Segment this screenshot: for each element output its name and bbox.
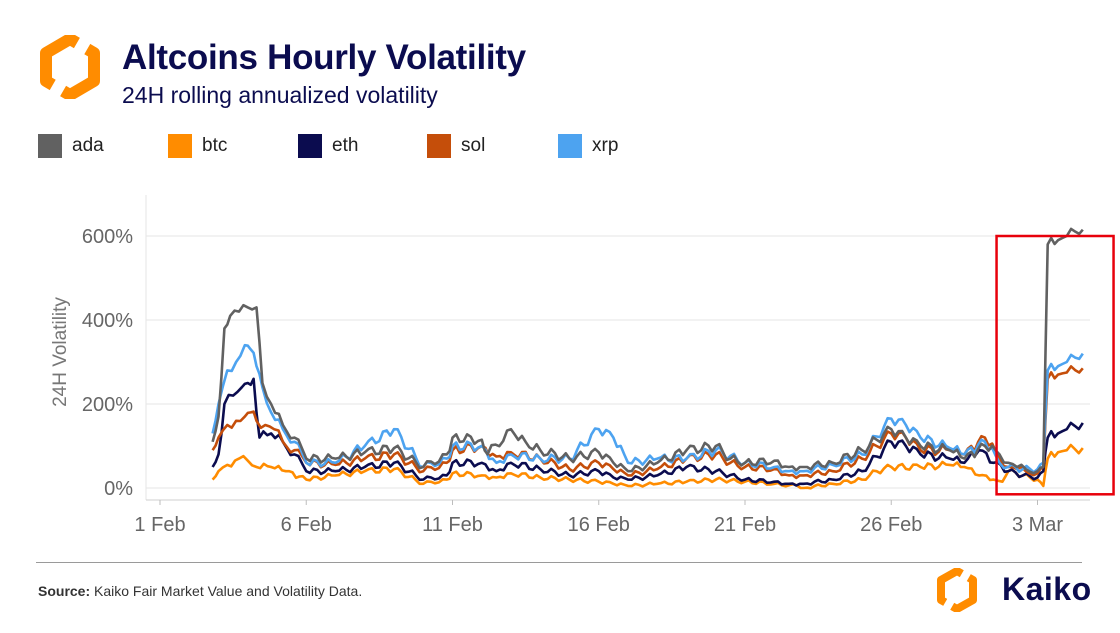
gridlines	[145, 195, 1090, 500]
legend-swatch-btc	[168, 134, 192, 158]
legend-item-sol: sol	[427, 131, 485, 161]
y-tick-label: 0%	[104, 478, 133, 500]
y-axis: 0% 200% 400% 600%	[82, 226, 133, 500]
legend-label-ada: ada	[72, 135, 104, 156]
legend-swatch-eth	[298, 134, 322, 158]
x-tick-label: 1 Feb	[134, 514, 185, 536]
y-tick-label: 400%	[82, 310, 133, 332]
legend-item-xrp: xrp	[558, 131, 618, 161]
series-line-xrp	[211, 343, 1084, 476]
x-tick-label: 3 Mar	[1012, 514, 1063, 536]
y-tick-label: 200%	[82, 394, 133, 416]
x-tick-label: 16 Feb	[568, 514, 630, 536]
highlight-box	[995, 234, 1115, 496]
series-line-btc	[211, 443, 1084, 490]
chart-subtitle: 24H rolling annualized volatility	[122, 82, 438, 108]
footer-divider	[36, 562, 1082, 563]
x-tick-label: 26 Feb	[860, 514, 922, 536]
source-note: Source: Kaiko Fair Market Value and Vola…	[38, 583, 362, 599]
kaiko-logo-icon	[40, 35, 100, 99]
legend-label-xrp: xrp	[592, 135, 619, 156]
legend-item-ada: ada	[38, 131, 104, 161]
x-tick-label: 21 Feb	[714, 514, 776, 536]
brand-name: Kaiko	[1002, 571, 1092, 607]
legend-item-eth: eth	[298, 131, 358, 161]
series-line-sol	[211, 365, 1084, 480]
legend-label-eth: eth	[332, 135, 359, 156]
legend-label-sol: sol	[461, 135, 486, 156]
legend-item-btc: btc	[168, 131, 227, 161]
legend-swatch-ada	[38, 134, 62, 158]
x-tick-label: 11 Feb	[422, 514, 483, 536]
chart-title: Altcoins Hourly Volatility	[122, 38, 526, 77]
x-tick-label: 6 Feb	[281, 514, 332, 536]
series-line-ada	[211, 227, 1084, 475]
legend-label-btc: btc	[202, 135, 228, 156]
volatility-chart: 0% 200% 400% 600% 1 Feb 6 Feb 11 Feb 16 Feb 21 …	[50, 195, 1115, 536]
y-axis-label: 24H Volatility	[50, 297, 71, 407]
x-axis: 1 Feb 6 Feb 11 Feb 16 Feb 21 Feb 26 Feb 3 Mar	[134, 499, 1090, 536]
y-tick-label: 600%	[82, 226, 133, 248]
legend-swatch-sol	[427, 134, 451, 158]
source-text: Kaiko Fair Market Value and Volatility D…	[94, 583, 363, 599]
series-line-eth	[211, 377, 1084, 487]
source-label: Source:	[38, 583, 91, 599]
series-lines	[211, 227, 1084, 490]
kaiko-brand-icon	[937, 568, 977, 612]
legend-swatch-xrp	[558, 134, 582, 158]
